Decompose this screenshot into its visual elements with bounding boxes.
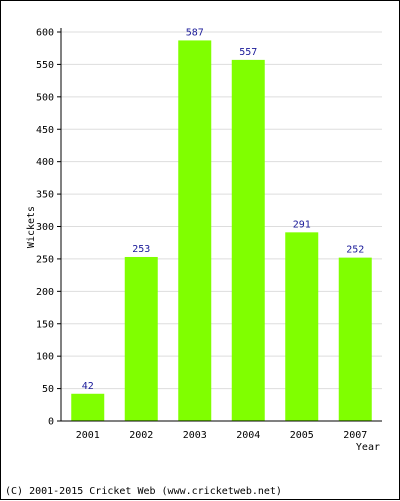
bar-2005 bbox=[285, 232, 319, 421]
y-tick-label: 350 bbox=[36, 190, 54, 201]
value-label: 252 bbox=[346, 245, 364, 256]
y-tick-label: 400 bbox=[36, 157, 54, 168]
y-tick-label: 450 bbox=[36, 125, 54, 136]
y-tick-labels: 0 50 100 150 200 250 300 350 400 450 500 550 600 bbox=[36, 28, 61, 428]
x-tick-label: 2001 bbox=[76, 430, 100, 441]
x-tick-labels: 2001 2002 2003 2004 2005 2007 bbox=[76, 430, 368, 441]
y-tick-label: 50 bbox=[42, 384, 54, 395]
bar-2003 bbox=[178, 40, 212, 421]
y-tick-label: 250 bbox=[36, 254, 54, 265]
x-tick-label: 2005 bbox=[290, 430, 314, 441]
x-tick-label: 2003 bbox=[183, 430, 207, 441]
y-tick-label: 600 bbox=[36, 28, 54, 39]
y-tick-label: 550 bbox=[36, 60, 54, 71]
y-tick-label: 300 bbox=[36, 222, 54, 233]
value-labels: 42 253 587 557 291 252 bbox=[82, 27, 365, 391]
y-axis-label: Wickets bbox=[26, 206, 37, 248]
bar-2007 bbox=[338, 257, 372, 421]
y-tick-label: 200 bbox=[36, 287, 54, 298]
x-tick-label: 2007 bbox=[343, 430, 367, 441]
bar-2002 bbox=[124, 256, 158, 421]
x-tick-label: 2002 bbox=[129, 430, 153, 441]
value-label: 587 bbox=[186, 27, 204, 38]
x-tick-label: 2004 bbox=[236, 430, 260, 441]
x-axis-label: Year bbox=[356, 442, 380, 453]
y-tick-label: 100 bbox=[36, 352, 54, 363]
bar-2004 bbox=[231, 59, 265, 422]
y-tick-label: 0 bbox=[48, 417, 54, 428]
copyright-footer: (C) 2001-2015 Cricket Web (www.cricketwe… bbox=[5, 486, 282, 497]
value-label: 253 bbox=[132, 244, 150, 255]
axes bbox=[60, 28, 382, 422]
value-label: 42 bbox=[82, 381, 94, 392]
grid-lines bbox=[61, 31, 382, 422]
y-tick-label: 500 bbox=[36, 92, 54, 103]
bar-2001 bbox=[71, 393, 105, 421]
value-label: 557 bbox=[239, 47, 257, 58]
bars bbox=[71, 40, 372, 422]
value-label: 291 bbox=[293, 219, 311, 230]
y-tick-label: 150 bbox=[36, 319, 54, 330]
